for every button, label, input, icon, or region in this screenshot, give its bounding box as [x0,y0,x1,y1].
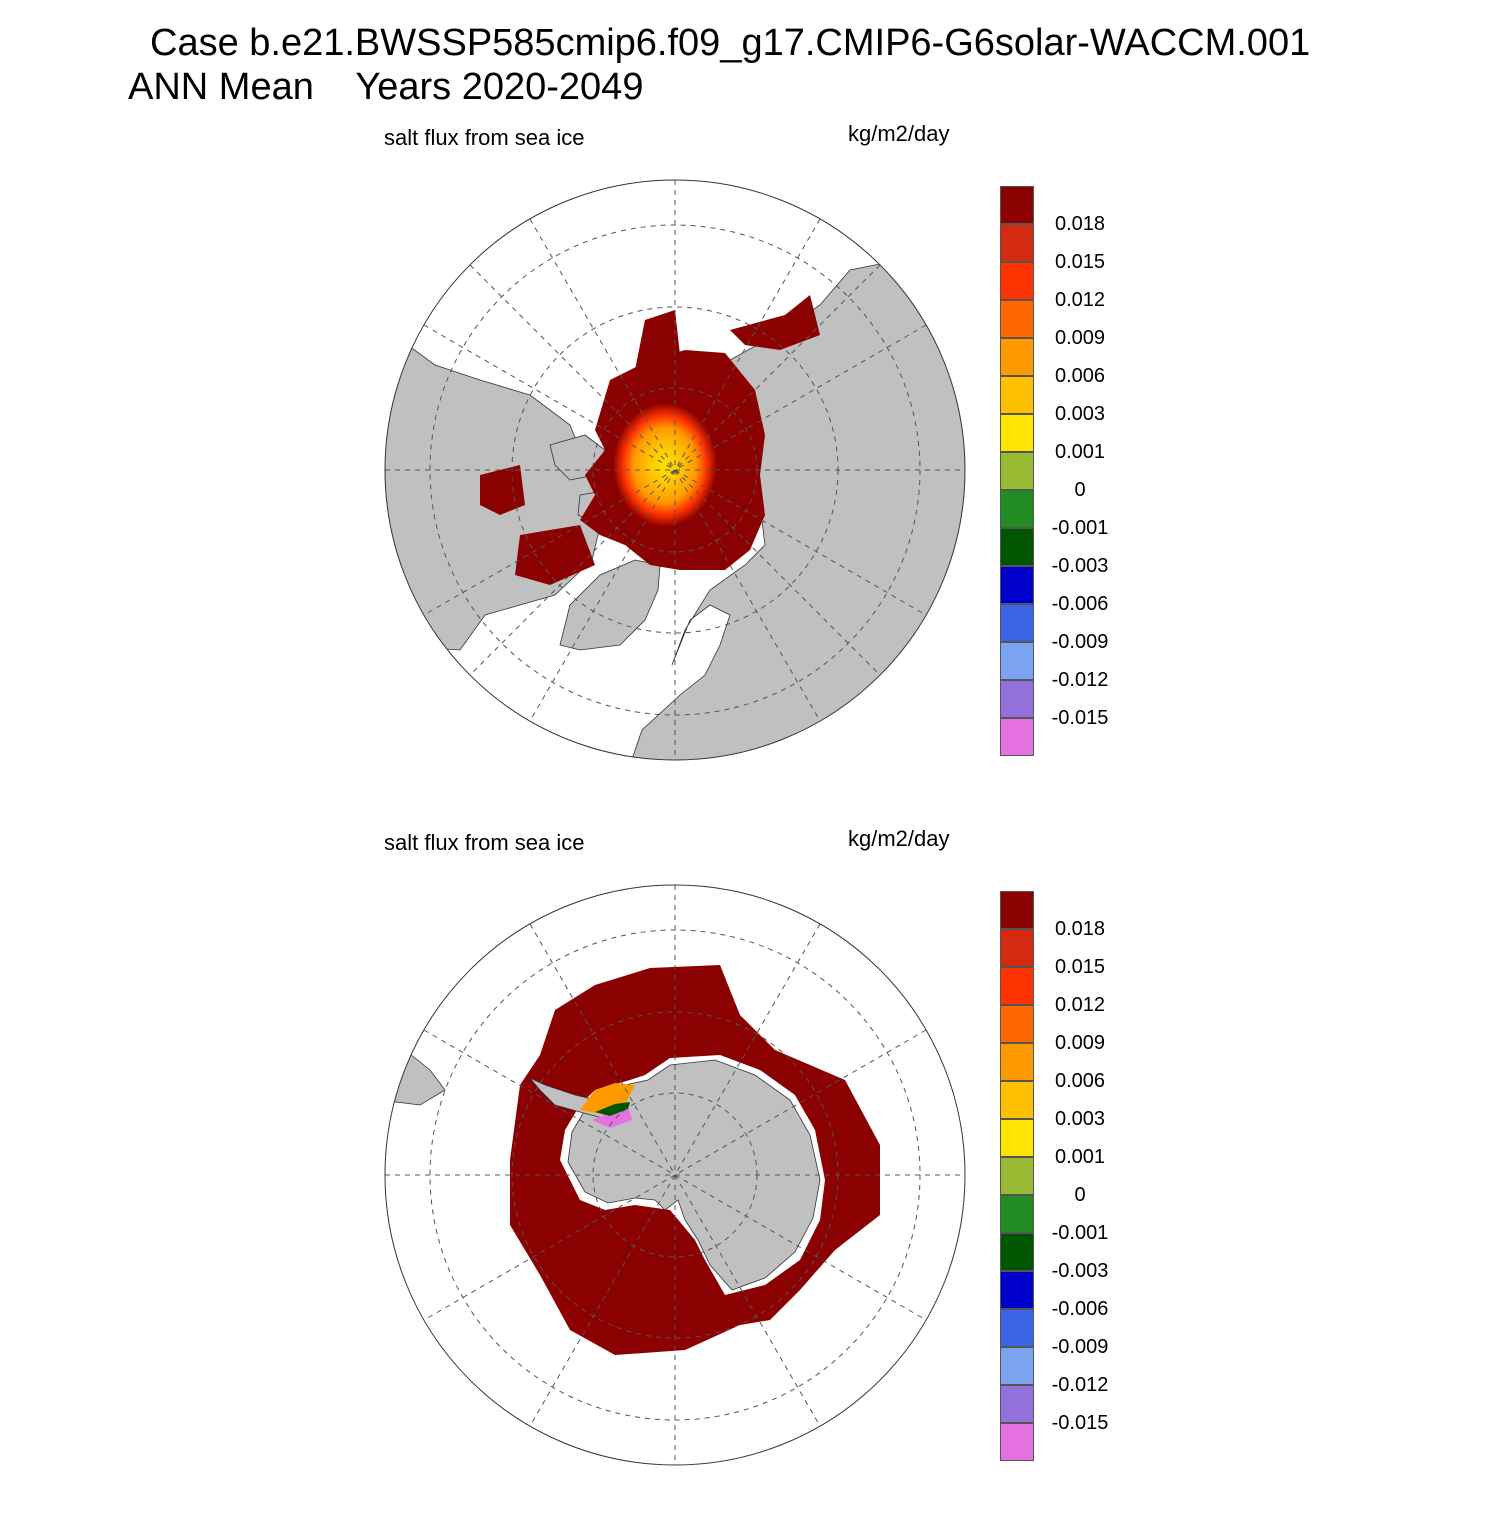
colorbar: 0.018 0.015 0.012 0.009 0.006 0.003 0.001 0 -0.0… [1000,891,1110,1463]
colorbar-tick-label: -0.006 [1051,1298,1109,1320]
colorbar-tick-label: -0.003 [1051,555,1109,577]
colorbar-swatch [1000,1347,1034,1385]
colorbar-swatch [1000,300,1034,338]
greenland-landmass [559,559,661,651]
colorbar-swatch [1000,1309,1034,1347]
colorbar-swatch [1000,1385,1034,1423]
colorbar-swatch [1000,891,1034,929]
colorbar-swatch [1000,1233,1034,1271]
variable-label: salt flux from sea ice [384,125,585,150]
colorbar-tick-label: 0 [1074,479,1086,501]
weddell-sea-neutral [595,1102,630,1116]
colorbar-tick-label: -0.009 [1051,631,1109,653]
colorbar-tick-label: 0 [1074,1184,1086,1206]
colorbar-swatch [1000,186,1034,224]
colorbar-swatch [1000,414,1034,452]
colorbar-swatch [1000,1005,1034,1043]
colorbar-tick-label: 0.018 [1054,918,1106,940]
north-polar-map [384,179,966,761]
colorbar-swatch [1000,1271,1034,1309]
colorbar-swatch [1000,490,1034,528]
colorbar-swatch [1000,1119,1034,1157]
units-label: kg/m2/day [848,121,950,146]
colorbar-tick-label: -0.003 [1051,1260,1109,1282]
colorbar-swatch [1000,338,1034,376]
colorbar-swatch [1000,1423,1034,1461]
colorbar-tick-label: 0.012 [1054,289,1106,311]
colorbar-swatch [1000,929,1034,967]
colorbar-swatch [1000,262,1034,300]
colorbar-swatch [1000,376,1034,414]
okhotsk-sea-ice [730,295,820,350]
colorbar-tick-label: -0.009 [1051,1336,1109,1358]
colorbar-tick-label: 0.015 [1054,251,1106,273]
units-label: kg/m2/day [848,826,950,851]
colorbar-swatch [1000,528,1034,566]
colorbar-swatch [1000,680,1034,718]
colorbar-tick-label: -0.012 [1051,1374,1109,1396]
south-polar-map [384,884,966,1466]
bering-sea-ice [635,310,680,370]
colorbar-tick-label: 0.006 [1054,365,1106,387]
graticule [385,885,965,1465]
colorbar-swatch [1000,566,1034,604]
colorbar-swatch [1000,718,1034,756]
colorbar-swatch [1000,967,1034,1005]
variable-label: salt flux from sea ice [384,830,585,855]
colorbar-swatch [1000,1195,1034,1233]
colorbar-tick-label: -0.001 [1051,517,1109,539]
colorbar-swatch [1000,224,1034,262]
south-polar-panel: salt flux from sea ice kg/m2/day [0,820,1500,1525]
colorbar-swatch [1000,642,1034,680]
colorbar-tick-label: 0.009 [1054,1032,1106,1054]
colorbar-tick-label: 0.015 [1054,956,1106,978]
case-title: Case b.e21.BWSSP585cmip6.f09_g17.CMIP6-G… [150,22,1311,64]
colorbar-tick-label: 0.012 [1054,994,1106,1016]
colorbar-swatch [1000,1081,1034,1119]
colorbar-tick-label: 0.018 [1054,213,1106,235]
colorbar-tick-label: -0.015 [1051,1412,1109,1434]
colorbar-tick-label: 0.003 [1054,1108,1106,1130]
hudson-bay-ice [480,465,595,585]
colorbar-swatch [1000,452,1034,490]
colorbar-tick-label: 0.009 [1054,327,1106,349]
colorbar-tick-label: -0.012 [1051,669,1109,691]
map-boundary [384,179,966,761]
colorbar-tick-label: -0.001 [1051,1222,1109,1244]
colorbar-tick-label: -0.015 [1051,707,1109,729]
period-title: ANN Mean Years 2020-2049 [128,66,644,108]
colorbar-tick-label: -0.006 [1051,593,1109,615]
map-boundary [384,884,966,1466]
colorbar-tick-label: 0.003 [1054,403,1106,425]
colorbar-tick-label: 0.001 [1054,1146,1106,1168]
weddell-sea-negative [592,1106,632,1128]
colorbar-swatch [1000,604,1034,642]
colorbar: 0.018 0.015 0.012 0.009 0.006 0.003 0.001 0 -0.0… [1000,186,1110,758]
north-polar-panel: salt flux from sea ice kg/m2/day [0,115,1500,820]
weddell-sea-gradient [580,1083,635,1115]
colorbar-swatch [1000,1157,1034,1195]
colorbar-tick-label: 0.006 [1054,1070,1106,1092]
colorbar-tick-label: 0.001 [1054,441,1106,463]
graticule [385,180,965,760]
central-arctic-gradient [613,403,717,527]
colorbar-swatch [1000,1043,1034,1081]
